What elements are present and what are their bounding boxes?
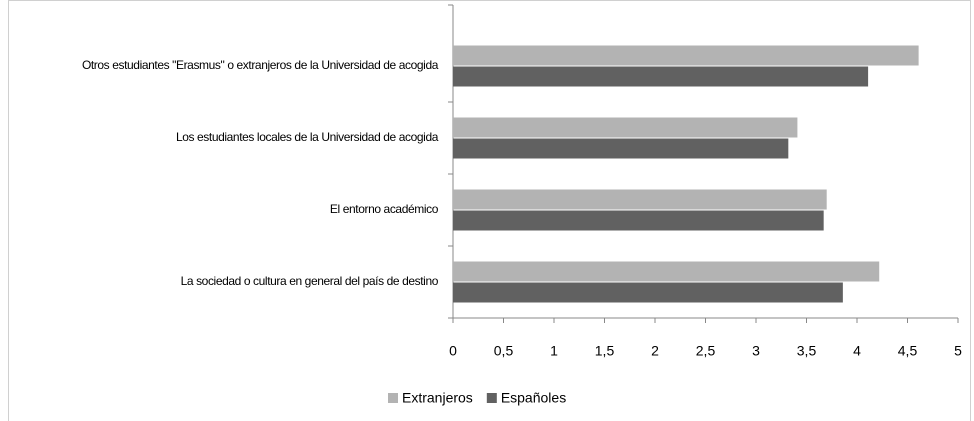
- bar: [453, 138, 789, 159]
- bar: [453, 261, 880, 282]
- x-tick-label: 2: [651, 343, 659, 359]
- legend-swatch: [388, 393, 398, 403]
- x-tick-label: 0: [449, 343, 457, 359]
- category-label: Otros estudiantes "Erasmus" o extranjero…: [82, 58, 439, 72]
- x-tick-label: 4,5: [898, 343, 918, 359]
- x-tick-label: 5: [954, 343, 962, 359]
- x-tick-label: 1: [550, 343, 558, 359]
- category-label: El entorno académico: [330, 202, 439, 216]
- category-label: Los estudiantes locales de la Universida…: [176, 130, 439, 144]
- x-tick-label: 3,5: [797, 343, 817, 359]
- bar: [453, 189, 827, 210]
- legend-label: Extranjeros: [402, 390, 473, 406]
- x-tick-label: 0,5: [494, 343, 514, 359]
- bar: [453, 117, 798, 138]
- x-tick-label: 4: [853, 343, 861, 359]
- chart-frame: [8, 0, 971, 421]
- legend-swatch: [486, 393, 497, 403]
- bar: [453, 282, 843, 303]
- bar: [453, 66, 869, 87]
- category-label: La sociedad o cultura en general del paí…: [181, 274, 439, 288]
- x-tick-label: 1,5: [595, 343, 615, 359]
- bar: [453, 210, 824, 231]
- x-tick-label: 2,5: [696, 343, 716, 359]
- bar: [453, 45, 919, 66]
- x-tick-label: 3: [752, 343, 760, 359]
- legend-label: Españoles: [501, 390, 566, 406]
